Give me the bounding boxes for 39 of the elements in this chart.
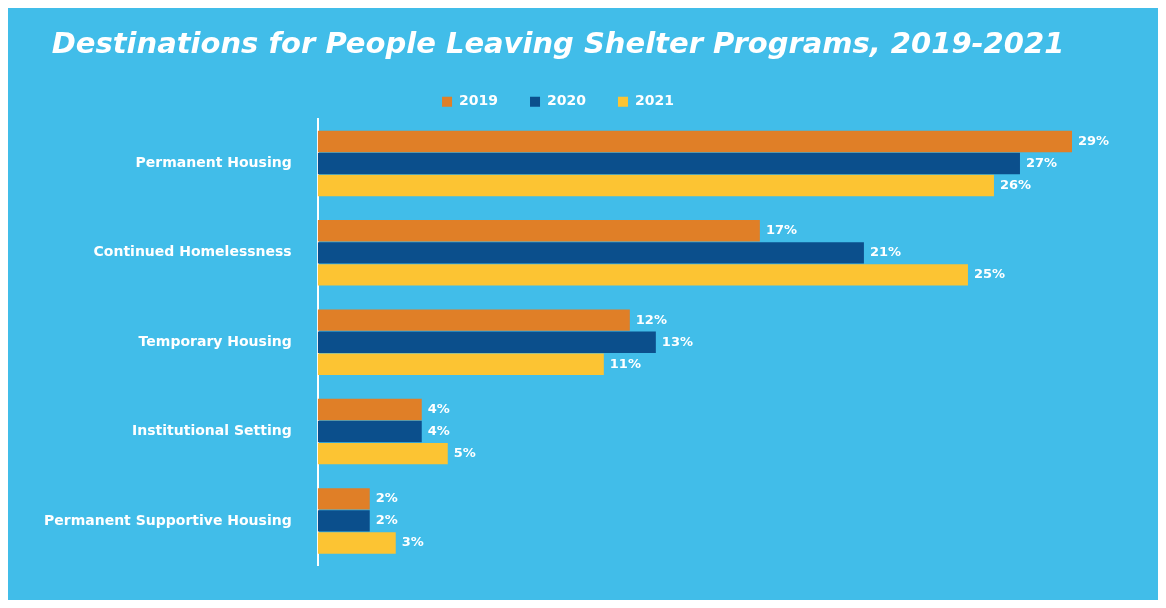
data-label: 11% — [609, 355, 641, 371]
y-tick-label: Continued Homelessness — [93, 243, 292, 260]
bar — [317, 442, 448, 465]
bar — [317, 420, 422, 443]
bar — [317, 398, 422, 421]
data-label: 12% — [635, 311, 667, 327]
bar — [317, 510, 370, 532]
y-tick-label: Temporary Housing — [138, 332, 292, 349]
legend-label: 2020 — [547, 92, 587, 109]
bar — [317, 220, 760, 242]
data-label: 25% — [973, 266, 1006, 282]
bar — [317, 532, 396, 554]
bar — [317, 309, 630, 331]
data-label: 3% — [401, 534, 424, 550]
data-label: 5% — [453, 444, 476, 460]
bar — [317, 174, 994, 197]
data-label: 4% — [427, 400, 450, 416]
legend-label: 2021 — [634, 92, 674, 109]
legend-label: 2019 — [459, 92, 499, 109]
y-tick-label: Permanent Supportive Housing — [44, 511, 292, 528]
data-label: 2% — [375, 512, 398, 528]
y-tick-label: Institutional Setting — [132, 422, 292, 439]
data-label: 29% — [1077, 132, 1110, 148]
data-label: 2% — [375, 490, 398, 506]
data-label: 26% — [999, 176, 1032, 192]
bar — [317, 242, 864, 264]
bar — [317, 152, 1020, 175]
bar — [317, 331, 656, 353]
data-label: 4% — [427, 422, 450, 438]
data-label: 27% — [1025, 154, 1058, 170]
data-label: 13% — [661, 333, 693, 349]
y-tick-label: Permanent Housing — [135, 154, 292, 171]
bar — [317, 130, 1072, 153]
bar — [317, 488, 370, 510]
data-label: 17% — [765, 222, 797, 238]
bar — [317, 353, 604, 375]
chart-title: Destinations for People Leaving Shelter Programs, 2019-2021 — [51, 25, 1065, 60]
data-label: 21% — [869, 244, 902, 260]
bar — [317, 264, 968, 286]
